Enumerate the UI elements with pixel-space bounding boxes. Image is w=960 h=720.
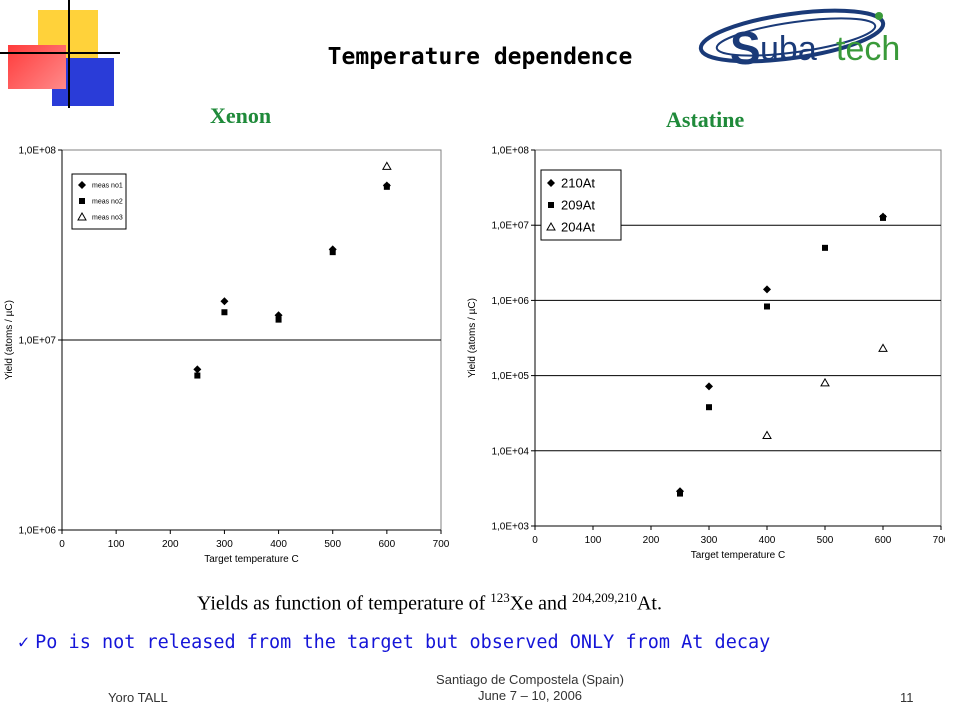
svg-text:S: S [730, 22, 761, 74]
subatech-logo-graphic: S uba tech [698, 8, 900, 74]
xenon-legend-label: meas no1 [92, 182, 123, 189]
xenon-point-meas-no2 [221, 309, 228, 316]
astatine-legend-marker [547, 179, 555, 187]
astatine-x-tick-label: 500 [817, 535, 834, 546]
astatine-legend-label: 204At [561, 220, 595, 235]
xenon-x-axis-label: Target temperature C [204, 554, 299, 565]
astatine-point-210at [763, 285, 771, 294]
caption-text-2: Xe and [509, 592, 572, 615]
astatine-y-tick-label: 1,0E+08 [491, 146, 529, 157]
footer-author: Yoro TALL [108, 690, 168, 705]
xenon-legend-marker [79, 198, 85, 204]
xenon-point-meas-no3 [381, 161, 392, 170]
astatine-x-tick-label: 700 [933, 535, 945, 546]
subatech-logo: S uba tech [692, 4, 954, 74]
astatine-point-209at [706, 404, 712, 411]
footer-venue: Santiago de Compostela (Spain) June 7 – … [380, 672, 680, 704]
xenon-point-meas-no1 [220, 297, 229, 306]
astatine-point-209at [677, 490, 683, 497]
xenon-legend-marker [78, 181, 86, 189]
deco-vline [68, 0, 70, 108]
xenon-chart: 1,0E+06 1,0E+07 1,0E+08 0 100 200 300 400 500 600… [4, 146, 450, 566]
astatine-x-tick-label: 0 [532, 535, 538, 546]
bullet-point: ✓ Po is not released from the target but … [18, 632, 770, 653]
xenon-x-tick-label: 100 [108, 539, 125, 550]
xenon-legend-label: meas no3 [92, 214, 123, 221]
astatine-y-axis-label: Yield (atoms / µC) [467, 298, 478, 378]
astatine-x-axis-label: Target temperature C [691, 550, 786, 561]
astatine-point-204at [762, 430, 772, 439]
xenon-x-tick-label: 0 [59, 539, 65, 550]
astatine-chart: 1,0E+03 1,0E+04 1,0E+05 1,0E+06 1,0E+07 1,0E+… [467, 146, 945, 562]
xenon-x-tick-label: 500 [324, 539, 341, 550]
astatine-point-209at [764, 303, 770, 310]
xenon-legend-marker [77, 211, 87, 221]
astatine-legend-label: 209At [561, 198, 595, 213]
page-number: 11 [900, 690, 914, 705]
xenon-point-meas-no2 [383, 183, 390, 190]
astatine-y-tick-label: 1,0E+05 [491, 371, 529, 382]
xenon-y-axis-label: Yield (atoms / µC) [4, 300, 15, 380]
astatine-point-209at [822, 244, 828, 251]
xenon-x-tick-label: 300 [216, 539, 233, 550]
astatine-point-209at [880, 214, 886, 221]
astatine-y-tick-label: 1,0E+07 [491, 221, 529, 232]
xenon-x-tick-label: 600 [379, 539, 396, 550]
caption-text-1: Yields as function of temperature of [197, 592, 491, 615]
xenon-y-tick-label: 1,0E+07 [18, 336, 56, 347]
checkmark-icon: ✓ [18, 632, 30, 653]
astatine-y-tick-label: 1,0E+03 [491, 522, 529, 533]
chart-title-xenon: Xenon [210, 103, 272, 128]
astatine-legend-marker [548, 202, 554, 208]
xenon-y-tick-label: 1,0E+06 [18, 526, 56, 537]
astatine-y-tick-label: 1,0E+06 [491, 296, 529, 307]
slide-title: Temperature dependence [327, 44, 633, 70]
footer-venue-line2: June 7 – 10, 2006 [477, 688, 583, 703]
svg-text:uba: uba [760, 30, 817, 68]
xenon-x-tick-label: 200 [162, 539, 179, 550]
astatine-point-210at [705, 382, 713, 391]
svg-text:tech: tech [836, 30, 900, 68]
astatine-x-tick-label: 400 [759, 535, 776, 546]
caption-text-3: At. [636, 592, 662, 615]
xenon-y-tick-label: 1,0E+08 [18, 146, 56, 157]
xenon-x-tick-label: 700 [433, 539, 450, 550]
xenon-point-meas-no2 [329, 249, 336, 256]
astatine-x-tick-label: 100 [585, 535, 602, 546]
deco-hline [0, 52, 120, 54]
caption-sup-2: 204,209,210 [571, 590, 637, 605]
xenon-point-meas-no2 [194, 372, 201, 379]
caption-sup-1: 123 [490, 590, 510, 605]
xenon-legend-label: meas no2 [92, 198, 123, 205]
astatine-x-tick-label: 300 [701, 535, 718, 546]
astatine-point-204at [878, 343, 888, 352]
astatine-y-tick-label: 1,0E+04 [491, 446, 529, 457]
astatine-point-204at [820, 377, 830, 387]
footer-venue-line1: Santiago de Compostela (Spain) [436, 672, 624, 687]
figure-caption: Yields as function of temperature of 123… [0, 590, 960, 616]
astatine-legend-label: 210At [561, 176, 595, 191]
chart-title-astatine: Astatine [666, 107, 745, 132]
astatine-x-tick-label: 200 [643, 535, 660, 546]
astatine-legend-marker [546, 221, 556, 231]
xenon-point-meas-no1 [193, 365, 202, 374]
xenon-x-tick-label: 400 [270, 539, 287, 550]
xenon-point-meas-no2 [275, 316, 282, 323]
bullet-text: Po is not released from the target but o… [35, 632, 771, 653]
astatine-x-tick-label: 600 [875, 535, 892, 546]
